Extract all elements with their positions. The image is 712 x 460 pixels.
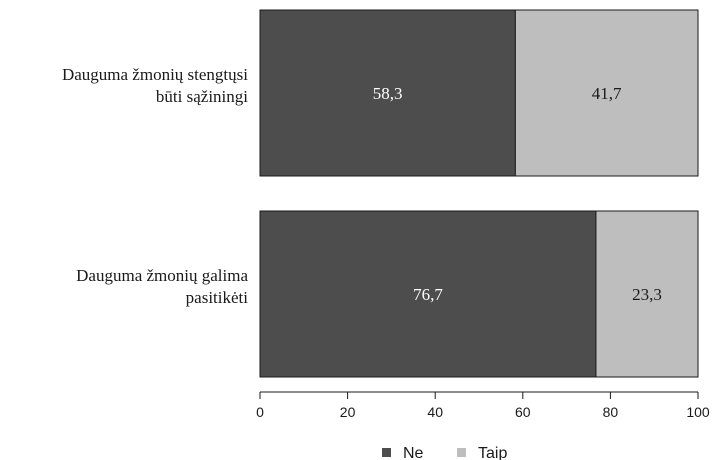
x-tick-label-60: 60 bbox=[515, 404, 531, 420]
data-label-taip-2: 23,3 bbox=[632, 285, 662, 304]
data-label-ne-2: 76,7 bbox=[413, 285, 443, 304]
legend-key-taip bbox=[457, 448, 466, 457]
x-axis: 0 20 40 60 80 100 bbox=[256, 391, 710, 420]
data-label-ne-1: 58,3 bbox=[373, 84, 403, 103]
bar-ne-2 bbox=[259, 210, 597, 378]
x-tick-label-80: 80 bbox=[603, 404, 619, 420]
category-labels: Dauguma žmonių stengtųsi būti sąžiningi Da… bbox=[62, 65, 248, 307]
legend-label-ne: Ne bbox=[403, 445, 424, 460]
x-tick-label-0: 0 bbox=[256, 404, 264, 420]
legend-label-taip: Taip bbox=[478, 445, 507, 460]
legend: Ne Taip bbox=[382, 445, 507, 460]
x-tick-label-40: 40 bbox=[427, 404, 443, 420]
category-label-2: Dauguma žmonių galima pasitikėti bbox=[76, 266, 248, 307]
legend-key-ne bbox=[382, 448, 391, 457]
bar-ne-1 bbox=[259, 9, 516, 177]
bars-layer: 58,3 41,7 76,7 23,3 bbox=[259, 9, 699, 378]
x-tick-label-100: 100 bbox=[686, 404, 710, 420]
bar-taip-1 bbox=[514, 9, 699, 177]
bar-taip-2 bbox=[595, 210, 699, 378]
data-label-taip-1: 41,7 bbox=[592, 84, 622, 103]
category-label-1: Dauguma žmonių stengtųsi būti sąžiningi bbox=[62, 65, 248, 106]
x-tick-label-20: 20 bbox=[340, 404, 356, 420]
